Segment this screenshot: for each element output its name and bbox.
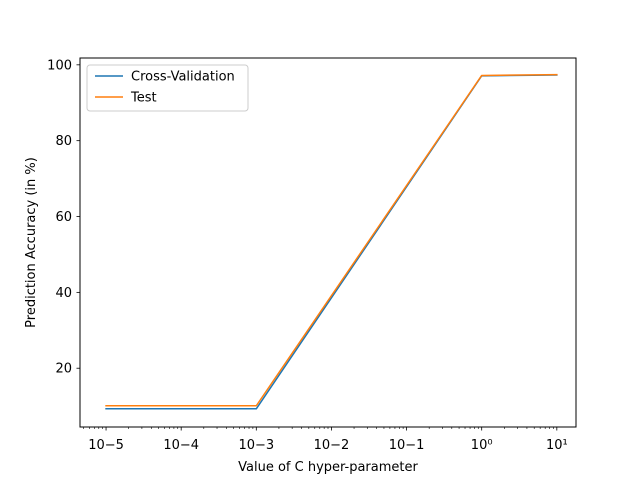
- legend-label-test: Test: [130, 91, 157, 106]
- x-tick-label: 10¹: [546, 438, 568, 453]
- y-tick-label: 100: [47, 58, 72, 73]
- x-tick-label: 10−3: [238, 438, 274, 453]
- x-axis-ticks: 10−5 10−4 10−3 10−2 10−1 10⁰ 10¹: [83, 427, 568, 453]
- x-tick-label: 10−5: [88, 438, 124, 453]
- legend-box: [86, 64, 249, 112]
- x-tick-label: 10−4: [163, 438, 199, 453]
- x-tick-label: 10−2: [314, 438, 350, 453]
- legend-label-cross-validation: Cross-Validation: [131, 70, 235, 85]
- x-tick-label: 10−1: [389, 438, 425, 453]
- plot-frame: [79, 57, 577, 428]
- y-tick-label: 60: [55, 210, 72, 225]
- x-tick-label: 10⁰: [471, 438, 493, 453]
- legend: Cross-Validation Test: [86, 64, 249, 112]
- x-axis-label: Value of C hyper-parameter: [238, 460, 418, 475]
- y-axis-ticks: 20 40 60 80 100: [47, 58, 80, 377]
- y-tick-label: 80: [55, 134, 72, 149]
- y-tick-label: 40: [55, 286, 72, 301]
- y-tick-label: 20: [55, 362, 72, 377]
- y-axis-label: Prediction Accuracy (in %): [24, 157, 39, 328]
- series-line-test: [105, 73, 558, 407]
- plot-area: [80, 58, 576, 427]
- series-layer: [105, 73, 558, 410]
